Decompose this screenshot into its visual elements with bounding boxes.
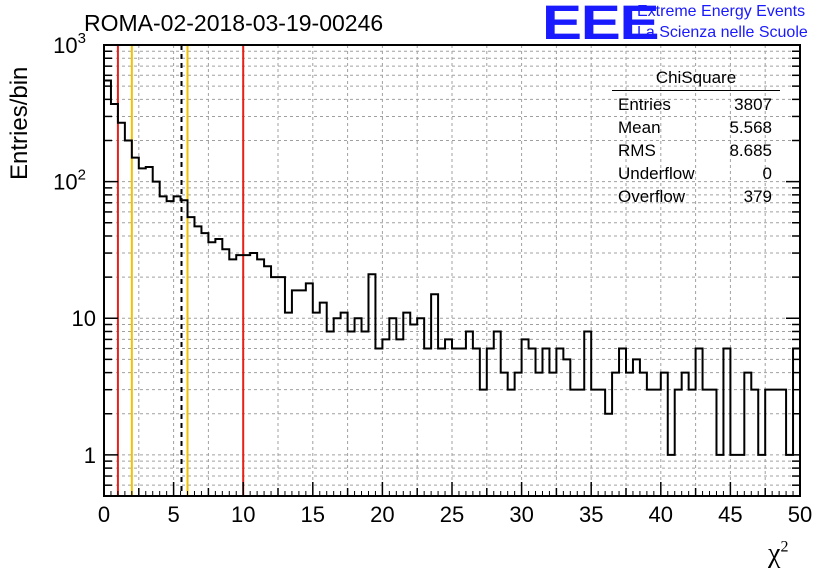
x-tick-label: 40 (649, 502, 673, 527)
x-tick-label: 15 (301, 502, 325, 527)
x-tick-labels: 0 5 10 15 20 25 30 35 40 45 50 (98, 502, 812, 527)
x-tick-label: 25 (440, 502, 464, 527)
stats-label: RMS (618, 141, 656, 160)
x-tick-label: 20 (370, 502, 394, 527)
brand-line-2: La Scienza nelle Scuole (637, 24, 808, 41)
y-tick-label: 1 (84, 443, 96, 468)
chart-title: ROMA-02-2018-03-19-00246 (84, 10, 384, 36)
stats-value: 379 (743, 187, 772, 206)
eee-logo: EEE (542, 0, 660, 50)
x-tick-label: 45 (718, 502, 742, 527)
stats-label: Overflow (618, 187, 686, 206)
stats-value: 8.685 (729, 141, 772, 160)
y-tick-label: 102 (53, 167, 86, 195)
y-tick-label: 103 (53, 30, 86, 58)
axis-ticks (103, 50, 801, 497)
x-tick-label: 5 (167, 502, 179, 527)
x-axis-label-base: χ (768, 538, 781, 569)
marker-lines (116, 45, 245, 496)
grid-lines (104, 45, 800, 496)
x-axis-label-sup: 2 (780, 538, 789, 556)
y-axis-label: Entries/bin (6, 66, 33, 180)
stats-value: 3807 (734, 95, 772, 114)
x-tick-label: 35 (579, 502, 603, 527)
stats-row-entries: Entries 3807 (612, 93, 780, 116)
stats-box: ChiSquare Entries 3807 Mean 5.568 RMS 8.685… (612, 68, 780, 208)
stats-row-underflow: Underflow 0 (612, 162, 780, 185)
stats-row-overflow: Overflow 379 (612, 185, 780, 208)
x-tick-label: 30 (509, 502, 533, 527)
y-tick-label: 10 (72, 306, 96, 331)
stats-row-mean: Mean 5.568 (612, 116, 780, 139)
stats-label: Entries (618, 95, 671, 114)
y-tick-labels: 1 10 102 103 (53, 30, 96, 468)
histogram-line (104, 79, 800, 456)
stats-value: 0 (762, 164, 772, 183)
stats-label: Mean (618, 118, 661, 137)
x-tick-label: 10 (231, 502, 255, 527)
x-axis-label: χ2 (768, 538, 788, 570)
stats-title: ChiSquare (612, 68, 780, 91)
stats-row-rms: RMS 8.685 (612, 139, 780, 162)
brand-line-1: Extreme Energy Events (637, 3, 806, 20)
stats-label: Underflow (618, 164, 695, 183)
stats-value: 5.568 (729, 118, 772, 137)
x-tick-label: 0 (98, 502, 110, 527)
x-tick-label: 50 (788, 502, 812, 527)
